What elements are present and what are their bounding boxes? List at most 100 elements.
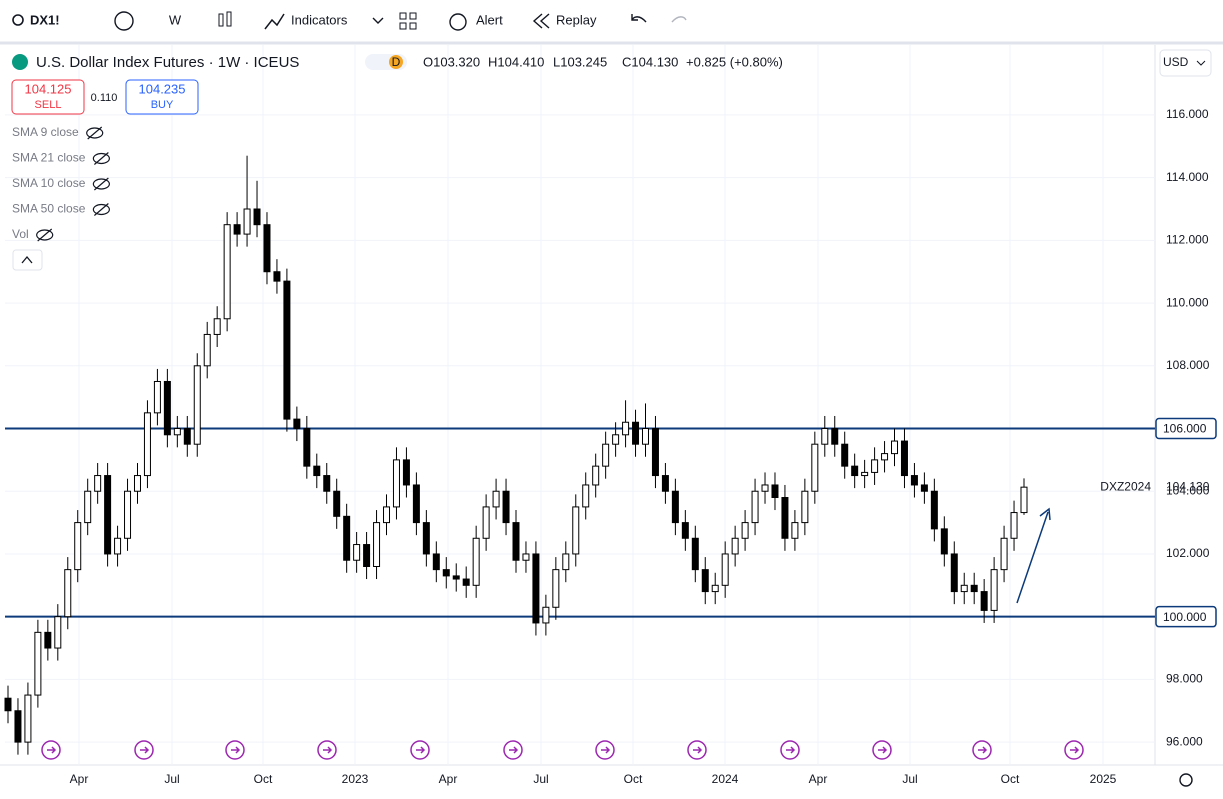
candle-body (44, 631, 52, 649)
candle-body (253, 208, 261, 226)
interval[interactable]: W (169, 12, 182, 27)
redo[interactable] (671, 16, 687, 23)
candle-body (223, 224, 231, 320)
alert-icon[interactable] (449, 13, 467, 31)
candle-body (303, 428, 311, 467)
events (41, 740, 1084, 760)
candle-body (950, 553, 958, 593)
candle-body (920, 484, 928, 492)
candle-body (801, 490, 809, 524)
candle-body (472, 537, 480, 586)
candle-body (442, 569, 450, 577)
candle-body (293, 418, 301, 430)
candle-body (492, 490, 500, 508)
candle-body (940, 528, 948, 555)
candle-body (133, 475, 141, 492)
dropdown[interactable] (372, 17, 384, 24)
sell-price[interactable]: 104.125 (25, 81, 72, 96)
candle-body (1010, 512, 1018, 539)
candle-body (970, 584, 978, 593)
candle-body (183, 428, 191, 445)
study-label: SMA 50 close (12, 202, 86, 216)
candle-body (84, 490, 92, 524)
currency-dropdown (1196, 60, 1206, 66)
candle-body (980, 591, 988, 611)
currency[interactable]: USD (1163, 55, 1189, 69)
buy-label[interactable]: BUY (151, 99, 174, 111)
undo[interactable] (631, 14, 647, 23)
candle-body (881, 453, 889, 461)
event-arrow (140, 746, 150, 754)
y-tick-label: 108.000 (1166, 358, 1210, 372)
candle-body (74, 522, 82, 571)
candle-body (263, 224, 271, 273)
legend-high: H104.410 (488, 54, 544, 69)
x-tick-label: 2023 (342, 772, 369, 786)
candle-body (542, 606, 550, 624)
add-symbol[interactable] (114, 11, 134, 31)
event-arrow (47, 746, 57, 754)
event-arrow (1070, 746, 1080, 754)
collapse-button[interactable] (12, 249, 43, 271)
event-arrow (978, 746, 988, 754)
indicators-icon[interactable] (264, 13, 285, 30)
sell-button[interactable] (11, 79, 85, 115)
market-status: D (392, 55, 401, 69)
candle-body (283, 280, 291, 420)
y-tick-label: 110.000 (1166, 295, 1209, 309)
toolbar (0, 0, 1223, 42)
event-arrow (416, 746, 426, 754)
level-tag (1155, 417, 1217, 440)
y-tick-label: 96.000 (1166, 734, 1203, 748)
visibility-icon (92, 203, 110, 216)
indicators-button[interactable]: Indicators (291, 12, 348, 27)
visibility-icon (92, 152, 110, 165)
candle-body (114, 537, 122, 555)
candle-body (432, 553, 440, 571)
candle-body (452, 575, 460, 580)
buy-price[interactable]: 104.235 (139, 81, 186, 96)
level-label: 106.000 (1163, 422, 1207, 436)
currency-button[interactable] (1159, 49, 1212, 77)
visibility-slash (87, 126, 103, 140)
visibility-slash (93, 203, 109, 216)
candle-body (462, 578, 470, 586)
x-tick-label: Jul (533, 772, 548, 786)
candle-body (791, 522, 799, 539)
y-tick-label: 104.000 (1166, 483, 1210, 497)
candle-body (821, 428, 829, 445)
symbol[interactable]: DX1! (30, 12, 60, 27)
legend-title: U.S. Dollar Index Futures · 1W · ICEUS (36, 54, 299, 71)
candle-body (651, 428, 659, 477)
contract: DXZ2024 (1100, 479, 1151, 493)
candle-body (104, 475, 112, 555)
candle-body (502, 490, 510, 524)
settings[interactable] (1179, 773, 1193, 787)
replay-button[interactable]: Replay (556, 12, 597, 27)
level-tag (1155, 605, 1217, 628)
candle-body (363, 544, 371, 567)
candle-body (602, 443, 610, 467)
candle-body (711, 584, 719, 593)
chart-type[interactable] (218, 13, 224, 27)
candle-body (1020, 486, 1028, 514)
y-tick-label: 98.000 (1166, 672, 1203, 686)
layouts-icon[interactable] (399, 12, 417, 30)
symbol-logo (12, 54, 28, 70)
studies: SMA 9 close SMA 21 close SMA 10 close SMA 5… (12, 125, 110, 242)
candle-body (622, 421, 630, 436)
candle-body (243, 208, 251, 235)
buy-button[interactable] (125, 79, 199, 115)
y-tick-label: 102.000 (1166, 546, 1210, 560)
sell-label[interactable]: SELL (35, 99, 62, 111)
alert-button[interactable]: Alert (476, 12, 503, 27)
candle-body (691, 537, 699, 571)
study-label: Vol (12, 227, 29, 241)
legend-change: +0.825 (+0.80%) (686, 54, 783, 69)
replay-icon[interactable] (532, 13, 550, 29)
candle-body (552, 569, 560, 608)
x-tick-label: Oct (1001, 772, 1020, 786)
search-icon[interactable] (12, 14, 24, 26)
